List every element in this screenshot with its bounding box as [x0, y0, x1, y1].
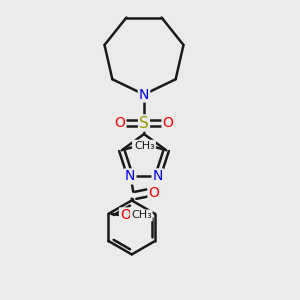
Text: N: N — [153, 169, 163, 183]
Text: N: N — [139, 88, 149, 101]
Text: S: S — [139, 116, 149, 130]
Text: O: O — [115, 116, 125, 130]
Text: CH₃: CH₃ — [134, 141, 155, 151]
Text: CH₃: CH₃ — [133, 141, 154, 151]
Text: N: N — [125, 169, 135, 183]
Text: CH₃: CH₃ — [131, 210, 152, 220]
Text: O: O — [120, 208, 131, 222]
Text: O: O — [148, 186, 159, 200]
Text: O: O — [163, 116, 173, 130]
